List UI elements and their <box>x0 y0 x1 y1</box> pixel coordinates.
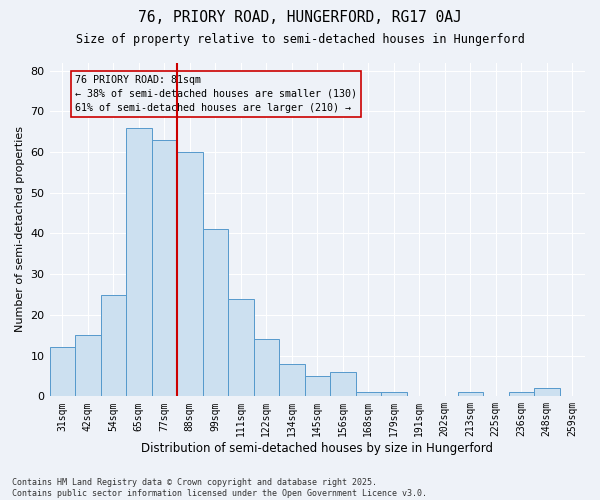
Bar <box>152 140 177 396</box>
Text: 76, PRIORY ROAD, HUNGERFORD, RG17 0AJ: 76, PRIORY ROAD, HUNGERFORD, RG17 0AJ <box>138 10 462 25</box>
Bar <box>356 392 381 396</box>
Bar <box>381 392 407 396</box>
Bar <box>75 336 101 396</box>
Text: Contains HM Land Registry data © Crown copyright and database right 2025.
Contai: Contains HM Land Registry data © Crown c… <box>12 478 427 498</box>
Text: 76 PRIORY ROAD: 81sqm
← 38% of semi-detached houses are smaller (130)
61% of sem: 76 PRIORY ROAD: 81sqm ← 38% of semi-deta… <box>75 74 357 112</box>
Text: Size of property relative to semi-detached houses in Hungerford: Size of property relative to semi-detach… <box>76 32 524 46</box>
Bar <box>177 152 203 396</box>
X-axis label: Distribution of semi-detached houses by size in Hungerford: Distribution of semi-detached houses by … <box>141 442 493 455</box>
Bar <box>126 128 152 396</box>
Bar <box>534 388 560 396</box>
Bar <box>458 392 483 396</box>
Bar <box>50 348 75 397</box>
Bar <box>305 376 330 396</box>
Bar <box>254 340 279 396</box>
Bar <box>101 294 126 396</box>
Bar <box>279 364 305 396</box>
Bar <box>509 392 534 396</box>
Bar <box>203 230 228 396</box>
Bar <box>228 298 254 396</box>
Y-axis label: Number of semi-detached properties: Number of semi-detached properties <box>15 126 25 332</box>
Bar <box>330 372 356 396</box>
